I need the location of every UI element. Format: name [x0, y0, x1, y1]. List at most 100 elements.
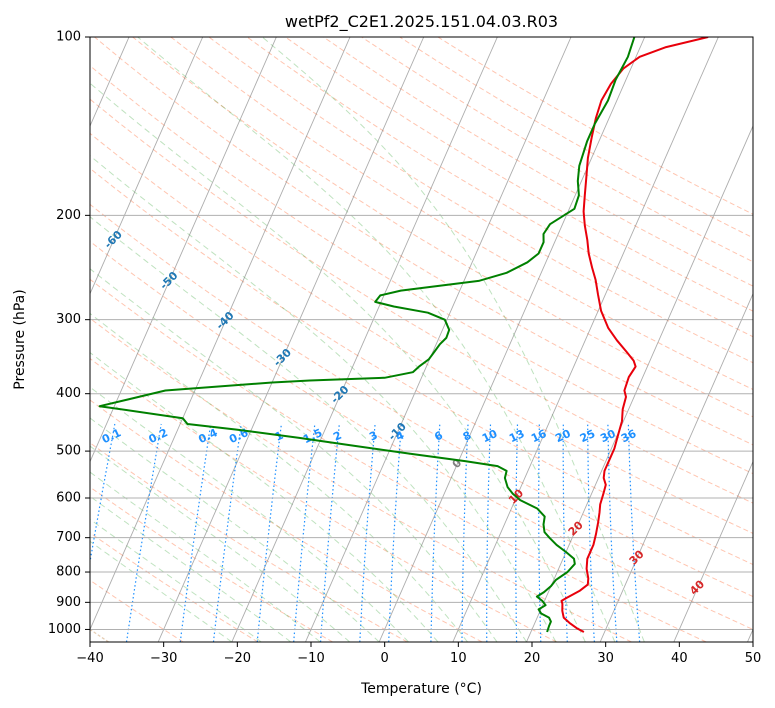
x-tick-label: −10 [297, 651, 324, 666]
moist-adiabat-line [90, 386, 409, 642]
isotherm-label: -30 [271, 346, 294, 369]
x-tick-label: −30 [150, 651, 177, 666]
isotherm-label: 40 [687, 577, 707, 597]
y-tick-label: 400 [56, 386, 81, 401]
isotherm-label: -70 [47, 184, 70, 207]
dry-adiabat-line [90, 579, 184, 642]
mixing-ratio-line [486, 423, 492, 642]
mixing-ratio-label: 1.5 [301, 426, 324, 446]
isotherm-label: -20 [328, 383, 351, 406]
moist-adiabat-line [90, 216, 527, 642]
mixing-ratio-line [90, 423, 116, 566]
dry-adiabat-line [90, 532, 259, 642]
mixing-ratio-labels: 0.1 0.2 0.4 0.6 1 1.5 2 3 4 6 8 10 13 16 20 25 30 36 [100, 426, 639, 446]
moist-adiabat-line [90, 471, 321, 642]
mixing-ratio-label: 6 [432, 429, 445, 444]
isotherm-line [526, 124, 753, 642]
moist-adiabat-line [90, 312, 468, 642]
dry-adiabat-line [90, 442, 408, 642]
x-tick-label: 30 [597, 651, 614, 666]
isotherm-line [231, 37, 498, 642]
mixing-ratio-label: 10 [480, 427, 500, 445]
temperature-profile-line [560, 37, 709, 633]
mixing-ratio-line [515, 423, 519, 642]
y-tick-label: 300 [56, 312, 81, 327]
mixing-ratio-line [125, 423, 162, 642]
y-tick-label: 600 [56, 491, 81, 506]
dry-adiabat-line [399, 37, 753, 239]
isotherm-label: -40 [213, 309, 236, 332]
dry-adiabat-line [285, 37, 753, 312]
moist-adiabat-line [90, 155, 557, 642]
mixing-ratio-line [212, 423, 242, 642]
mixing-ratio-line [587, 424, 595, 642]
x-tick-label: −40 [76, 651, 103, 666]
moist-adiabat-line [137, 37, 616, 642]
y-tick-label: 900 [56, 595, 81, 610]
dry-adiabat-line [90, 240, 753, 630]
dry-adiabat-line [90, 399, 483, 642]
y-axis: 1000 900 800 700 600 500 400 300 200 100 [48, 30, 90, 637]
y-tick-label: 700 [56, 530, 81, 545]
moist-adiabat-line [90, 445, 351, 642]
mixing-ratio-line [359, 423, 376, 642]
dry-adiabat-line [170, 37, 753, 391]
mixing-ratio-label: 20 [553, 427, 573, 445]
isotherm-line [378, 37, 646, 642]
background-lines [90, 37, 753, 642]
isotherm-line [90, 37, 204, 295]
dry-adiabat-line [90, 486, 333, 642]
mixing-ratio-label: 30 [598, 427, 618, 445]
y-axis-label: Pressure (hPa) [12, 289, 28, 389]
y-tick-label: 100 [56, 30, 81, 45]
y-tick-label: 800 [56, 565, 81, 580]
dry-adiabat-line [90, 357, 558, 642]
isotherm-line [747, 628, 753, 642]
mixing-ratio-line [320, 423, 340, 642]
mixing-ratio-label: 0.4 [196, 426, 219, 446]
mixing-ratio-label: 16 [529, 427, 549, 445]
dry-adiabat-line [90, 317, 632, 642]
dry-adiabat-line [90, 203, 753, 598]
dry-adiabat-line [90, 98, 753, 504]
x-tick-label: 0 [381, 651, 389, 666]
mixing-ratio-line [256, 423, 282, 642]
isotherm-label: -80 [0, 138, 17, 161]
moist-adiabat-line [90, 495, 292, 642]
x-tick-label: 20 [524, 651, 541, 666]
mixing-ratio-label: 13 [507, 427, 526, 445]
x-tick-label: 50 [745, 651, 762, 666]
y-tick-label: 1000 [48, 622, 81, 637]
dry-adiabat-line [90, 278, 707, 642]
isotherm-line [305, 37, 572, 642]
isotherm-line [599, 292, 753, 642]
mixing-ratio-label: 0.1 [100, 426, 123, 446]
x-tick-label: 40 [671, 651, 688, 666]
isotherm-line [673, 460, 753, 642]
mixing-ratio-label: 36 [619, 427, 639, 445]
dry-adiabat-line [246, 37, 753, 338]
mixing-ratio-line [388, 423, 402, 642]
dry-adiabat-line [132, 37, 753, 418]
moist-adiabat-line [90, 417, 380, 642]
y-tick-label: 500 [56, 444, 81, 459]
x-tick-label: −20 [224, 651, 251, 666]
moist-adiabat-line [90, 540, 233, 642]
mixing-ratio-line [607, 423, 618, 642]
moist-adiabat-line [90, 518, 262, 642]
moist-adiabat-line [90, 268, 498, 642]
dry-adiabat-line [323, 37, 753, 287]
dry-adiabat-line [90, 65, 753, 475]
dewpoint-profile-line [98, 37, 636, 633]
chart-title: wetPf2_C2E1.2025.151.04.03.R03 [285, 12, 558, 32]
isotherm-line [157, 37, 425, 642]
plot-frame [89, 36, 754, 643]
x-axis-label: Temperature (°C) [360, 681, 482, 697]
isotherm-label: 30 [627, 547, 647, 567]
x-axis: −40 −30 −20 −10 0 10 20 30 40 50 [76, 642, 761, 666]
mixing-ratio-line [293, 423, 316, 642]
isotherm-label: 20 [566, 518, 586, 538]
moist-adiabat-line [90, 82, 586, 642]
